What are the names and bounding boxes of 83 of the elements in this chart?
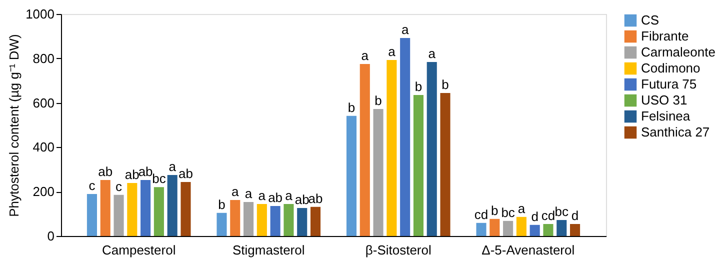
data-label: a: [244, 186, 253, 202]
bar: [297, 208, 308, 236]
legend-label: Felsinea: [641, 108, 691, 124]
x-tick-label: Δ-5-Avenasterol: [482, 242, 575, 258]
data-label: c: [116, 178, 123, 194]
bar: [490, 218, 500, 236]
x-tick-label: Stigmasterol: [232, 242, 305, 258]
bar: [570, 224, 580, 236]
bar: [373, 109, 384, 236]
bar: [270, 206, 280, 236]
bar: [230, 200, 240, 236]
bar: [476, 222, 486, 236]
legend-label: Fibrante: [641, 28, 689, 44]
bar: [556, 220, 567, 236]
bar: [127, 182, 138, 236]
data-label: a: [388, 44, 396, 59]
data-label: b: [218, 196, 226, 212]
data-label: ab: [98, 164, 113, 180]
data-label: ab: [124, 166, 140, 182]
x-tick-label: β-Sitosterol: [365, 242, 432, 258]
bar: [256, 204, 267, 236]
bar: [216, 212, 227, 236]
bar: [244, 202, 254, 236]
x-tick-label: Campesterol: [102, 242, 176, 258]
bar: [86, 194, 97, 236]
data-label: cd: [541, 208, 556, 224]
data-label: a: [258, 188, 266, 204]
data-label: bc: [152, 171, 166, 186]
bar: [310, 206, 321, 236]
legend-label: CS: [641, 12, 660, 28]
data-label: ab: [268, 190, 283, 206]
bar: [530, 224, 540, 236]
bar: [154, 187, 164, 236]
y-tick-label: 1000: [26, 6, 54, 22]
data-label: d: [531, 208, 538, 224]
data-label: b: [442, 77, 449, 92]
bar: [114, 194, 124, 236]
bar: [100, 180, 110, 236]
bar: [284, 204, 294, 236]
y-tick-label: 400: [32, 140, 54, 155]
bar: [503, 220, 514, 236]
data-label: bc: [554, 204, 569, 220]
bar: [400, 38, 410, 236]
bar: [180, 182, 191, 236]
data-label: a: [232, 184, 240, 200]
data-label: b: [414, 79, 422, 94]
bar: [386, 60, 397, 236]
bar: [346, 116, 357, 236]
data-label: d: [571, 208, 579, 224]
data-label: ab: [138, 164, 153, 180]
data-label: b: [491, 202, 498, 218]
data-label: a: [428, 46, 436, 61]
bar: [360, 64, 370, 236]
data-label: a: [361, 48, 370, 63]
data-label: ab: [178, 166, 193, 182]
bar: [140, 180, 151, 236]
legend-label: Carmaleonte: [641, 44, 716, 60]
y-tick-label: 200: [32, 184, 54, 200]
y-tick-label: 600: [32, 95, 54, 110]
data-label: a: [518, 200, 526, 216]
legend-label: Codimono: [641, 60, 700, 76]
bar: [516, 216, 526, 236]
data-label: b: [348, 100, 356, 115]
data-label: b: [374, 93, 382, 108]
bar: [426, 62, 437, 236]
data-label: a: [401, 22, 410, 37]
y-tick-label: 800: [32, 50, 54, 66]
y-tick-label: 0: [47, 228, 54, 244]
y-axis-title: Phytosterol content (µg g⁻¹ DW): [6, 34, 22, 217]
legend-label: Futura 75: [641, 76, 697, 92]
legend-label: Santhica 27: [641, 124, 710, 140]
bar: [440, 93, 450, 236]
bar: [543, 224, 554, 236]
data-label: c: [88, 178, 96, 194]
bar: [167, 174, 178, 236]
data-label: cd: [474, 206, 488, 222]
data-label: a: [285, 188, 294, 204]
bar: [413, 95, 424, 236]
legend-label: USO 31: [641, 92, 688, 108]
data-label: ab: [294, 192, 310, 208]
data-label: ab: [308, 190, 323, 206]
data-label: a: [168, 158, 177, 174]
data-label: bc: [501, 204, 516, 220]
